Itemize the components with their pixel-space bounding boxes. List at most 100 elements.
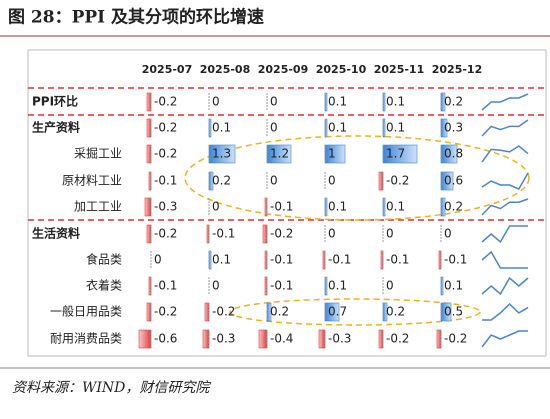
data-bar (258, 329, 268, 349)
cell-value: 0.1 (328, 279, 347, 293)
cell-value: 0.1 (328, 95, 347, 109)
cell-value: -0.1 (270, 279, 293, 293)
sparkline (481, 172, 529, 190)
column-header: 2025-09 (258, 63, 309, 76)
cell-value: 0 (212, 95, 220, 109)
cell-value: 0.2 (270, 305, 289, 319)
column-header: 2025-07 (142, 63, 193, 76)
cell-value: 0 (270, 95, 278, 109)
cell-value: 1 (328, 147, 336, 161)
row-label: 一般日用品类 (50, 304, 122, 319)
cell-value: 0.2 (386, 305, 405, 319)
sparkline (481, 93, 529, 111)
cell-value: 0.1 (386, 121, 405, 135)
cell-value: -0.2 (386, 332, 409, 346)
cell-value: 0.1 (212, 121, 231, 135)
cell-value: 0.5 (444, 305, 463, 319)
cell-value: 0.1 (328, 200, 347, 214)
data-bar (378, 171, 384, 191)
data-bar (204, 302, 210, 322)
cell-value: 0 (270, 174, 278, 188)
data-bar (262, 224, 268, 244)
cell-value: 0 (270, 121, 278, 135)
data-bar (378, 329, 384, 349)
row-label: 食品类 (86, 252, 122, 267)
sparkline (481, 119, 529, 137)
cell-value: 0.1 (386, 95, 405, 109)
sparkline (482, 302, 529, 321)
title: 图 28：PPI 及其分项的环比增速 (8, 7, 264, 28)
column-header: 2025-11 (374, 63, 425, 76)
cell-value: -0.6 (154, 332, 177, 346)
cell-value: 0.1 (444, 279, 463, 293)
cell-value: 0.8 (444, 147, 463, 161)
table: 2025-07 2025-08 2025-09 2025-10 2025-11 2025-… (32, 63, 529, 349)
cell-value: 0.2 (212, 174, 231, 188)
row-label: 衣着类 (86, 278, 122, 293)
sparkline (481, 250, 528, 269)
cell-value: 0.2 (444, 200, 463, 214)
cell-value: -0.3 (154, 200, 177, 214)
sparkline (481, 145, 529, 163)
data-bar (146, 224, 152, 244)
cell-value: -0.2 (444, 332, 467, 346)
cell-value: 1.7 (386, 147, 405, 161)
row-label: 采掘工业 (74, 146, 122, 161)
row-label: 生活资料 (32, 226, 80, 241)
data-bar (202, 329, 210, 349)
cell-value: 0.1 (386, 200, 405, 214)
cell-value: 0 (386, 279, 394, 293)
cell-value: 0 (154, 253, 162, 267)
cell-value: -0.2 (154, 147, 177, 161)
sparkline (481, 276, 529, 296)
cell-value: -0.2 (212, 305, 235, 319)
sparkline (481, 198, 529, 216)
data-bar (144, 197, 152, 217)
cell-value: 0.2 (444, 95, 463, 109)
cell-value: -0.2 (154, 121, 177, 135)
row-label: 加工工业 (74, 200, 122, 214)
column-header: 2025-10 (316, 63, 367, 76)
highlights (184, 135, 530, 326)
sparkline (481, 225, 528, 244)
cell-value: 0 (212, 279, 220, 293)
data-bar (318, 329, 326, 349)
cell-value: 0 (328, 174, 336, 188)
cell-value: -0.2 (154, 95, 177, 109)
sparkline (481, 330, 528, 348)
separators (28, 87, 546, 221)
cell-value: 0 (328, 227, 336, 241)
row-label: 原材料工业 (62, 174, 122, 188)
cell-value: -0.1 (154, 174, 177, 188)
row-label: 耐用消费品类 (50, 332, 122, 346)
row-label: PPI环比 (32, 94, 78, 109)
cell-value: -0.1 (386, 253, 409, 267)
column-header: 2025-12 (432, 63, 483, 76)
cell-value: 1.3 (212, 147, 231, 161)
cell-value: 0.1 (212, 253, 231, 267)
data-bar (138, 329, 152, 349)
cell-value: 0 (386, 227, 394, 241)
cell-value: -0.1 (212, 227, 235, 241)
column-header: 2025-08 (200, 63, 251, 76)
row-label: 生产资料 (32, 120, 80, 135)
data-bar (146, 118, 152, 138)
cell-value: -0.1 (270, 253, 293, 267)
cell-value: -0.1 (328, 253, 351, 267)
cell-value: 0.1 (328, 121, 347, 135)
data-bar (146, 144, 152, 164)
cell-value: -0.2 (154, 227, 177, 241)
cell-value: 1.2 (270, 147, 289, 161)
cell-value: -0.1 (444, 253, 467, 267)
data-bar (146, 92, 152, 112)
cell-value: -0.3 (328, 332, 351, 346)
cell-value: 0.7 (328, 305, 347, 319)
cell-value: -0.2 (386, 174, 409, 188)
cell-value: -0.2 (154, 305, 177, 319)
table-border (27, 49, 547, 357)
cell-value: 0.3 (444, 121, 463, 135)
cell-value: 0 (212, 200, 220, 214)
cell-value: 0 (444, 227, 452, 241)
cell-value: -0.4 (270, 332, 293, 346)
